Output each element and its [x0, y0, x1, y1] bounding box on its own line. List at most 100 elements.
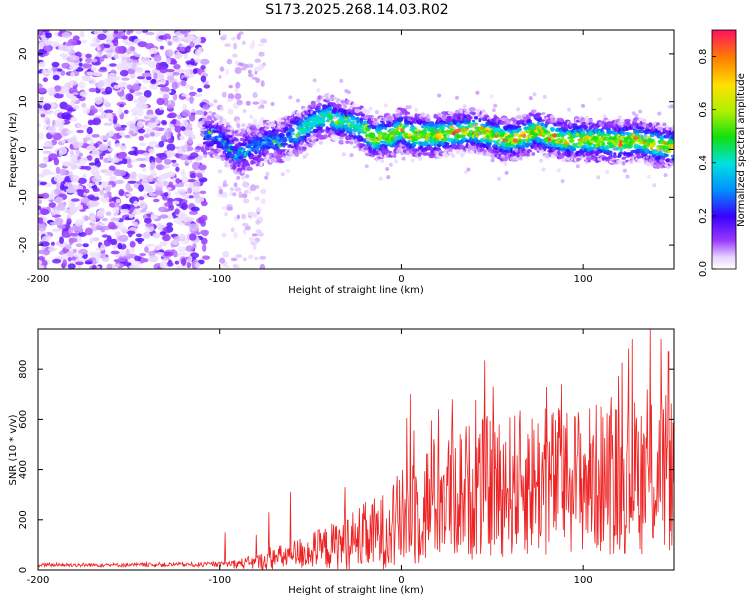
spectrogram-cell: [39, 181, 48, 186]
spectrogram-cell: [141, 56, 151, 65]
spectrogram-cell: [195, 146, 202, 150]
spectrogram-cell: [386, 175, 391, 180]
spectrogram-cell: [126, 30, 131, 35]
spectrogram-cell: [62, 259, 68, 268]
spectrogram-cell: [638, 158, 643, 164]
spectrogram-cell: [258, 64, 264, 71]
spectrogram-cell: [248, 69, 252, 74]
spectrogram-cell: [57, 224, 66, 229]
spectrogram-cell: [200, 75, 207, 83]
spectrogram-cell: [160, 86, 170, 93]
spectrogram-cell: [636, 154, 642, 159]
spectrogram-cell: [38, 223, 47, 232]
spectrogram-cell: [119, 104, 124, 108]
colorbar-tick-label: 0.8: [698, 49, 709, 65]
spectrogram-cell: [202, 232, 209, 236]
spectrogram-cell: [220, 106, 224, 112]
spectrogram-y-tick-label: 10: [18, 95, 29, 108]
spectrogram-cell: [99, 155, 104, 160]
spectrogram-cell: [425, 117, 431, 123]
spectrogram-cell: [539, 119, 546, 122]
spectrogram-cell: [536, 121, 541, 126]
spectrogram-cell: [38, 249, 47, 255]
spectrogram-cell: [82, 107, 91, 114]
spectrogram-cell: [475, 90, 480, 95]
spectrogram-cell: [556, 168, 561, 173]
spectrogram-cell: [103, 239, 112, 247]
spectrogram-cell: [662, 122, 667, 127]
spectrogram-cell: [138, 184, 145, 192]
spectrogram-cell: [134, 266, 143, 269]
spectrogram-cell: [76, 165, 81, 169]
spectrogram-cell: [232, 264, 237, 268]
spectrogram-cell: [61, 112, 71, 120]
spectrogram-cell: [219, 257, 226, 264]
spectrogram-cell: [286, 131, 292, 137]
spectrogram-cell: [171, 162, 179, 167]
spectrogram-cell: [381, 120, 385, 126]
snr-series-line: [38, 329, 674, 570]
spectrogram-cell: [92, 237, 100, 242]
spectrogram-cell: [139, 163, 147, 168]
spectrogram-cell: [142, 152, 150, 157]
spectrogram-cell: [89, 251, 98, 258]
spectrogram-cell: [75, 243, 83, 248]
spectrogram-cell: [59, 236, 64, 244]
spectrogram-cell: [177, 114, 182, 120]
spectrogram-cell: [110, 238, 118, 246]
spectrogram-cell: [366, 137, 370, 142]
spectrogram-cell: [242, 180, 248, 186]
spectrogram-cell: [187, 187, 193, 194]
spectrogram-cell: [321, 118, 326, 122]
spectrogram-cell: [158, 141, 165, 148]
spectrogram-cell: [499, 137, 504, 140]
spectrogram-cell: [38, 132, 44, 140]
spectrogram-cell: [284, 155, 292, 162]
spectrogram-cell: [569, 138, 574, 144]
spectrogram-cell: [188, 223, 198, 231]
spectrogram-cell: [497, 176, 501, 181]
spectrogram-cell: [364, 164, 369, 169]
spectrogram-cell: [232, 192, 237, 197]
spectrogram-cell: [222, 183, 227, 188]
spectrogram-cell: [181, 175, 188, 184]
spectrogram-cell: [110, 250, 120, 255]
spectrogram-cell: [670, 144, 674, 150]
spectrogram-cell: [133, 99, 139, 104]
spectrogram-cell: [233, 182, 238, 188]
spectrogram-cell: [145, 223, 154, 228]
spectrogram-cell: [128, 150, 138, 156]
spectrogram-cell: [180, 126, 186, 132]
spectrogram-cell: [38, 30, 44, 36]
spectrogram-cell: [282, 142, 288, 146]
spectrogram-cell: [648, 122, 653, 128]
spectrogram-cell: [198, 164, 207, 171]
spectrogram-cell: [100, 181, 108, 189]
spectrogram-cell: [471, 112, 476, 115]
spectrogram-cell: [175, 265, 184, 269]
spectrogram-cell: [251, 76, 258, 80]
spectrogram-cell: [178, 145, 188, 154]
spectrogram-cell: [42, 150, 52, 154]
spectrogram-cell: [166, 214, 174, 220]
spectrogram-cell: [451, 153, 456, 158]
spectrogram-cell: [260, 198, 266, 205]
spectrogram-cell: [72, 92, 79, 95]
spectrogram-cell: [143, 156, 150, 162]
spectrogram-cell: [156, 252, 165, 256]
spectrogram-cell: [146, 175, 154, 183]
spectrogram-cell: [491, 108, 496, 113]
spectrogram-cell: [90, 105, 96, 111]
spectrogram-cell: [330, 102, 337, 108]
spectrogram-cell: [235, 61, 240, 67]
spectrogram-cell: [342, 132, 348, 137]
spectrogram-cell: [631, 111, 636, 116]
spectrogram-cell: [243, 64, 250, 69]
spectrogram-cell: [132, 106, 143, 113]
spectrogram-cell: [40, 49, 47, 55]
spectrogram-cell: [167, 41, 173, 46]
spectrogram-y-tick-label: 20: [18, 48, 29, 61]
spectrogram-cell: [136, 91, 143, 96]
spectrogram-cell: [241, 169, 246, 174]
